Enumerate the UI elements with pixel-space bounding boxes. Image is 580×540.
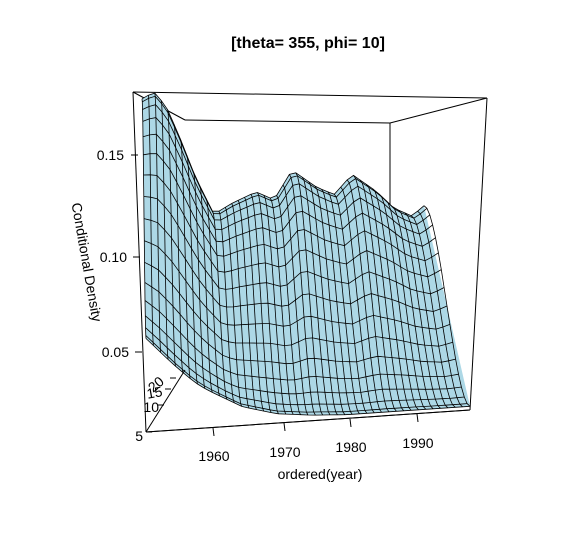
x-axis-title: ordered(year) — [278, 466, 363, 482]
z-tick-label: 0.05 — [102, 344, 129, 360]
surface-mesh-line — [145, 338, 471, 416]
surface-mesh-line — [143, 174, 442, 278]
x-tick-label: 1980 — [335, 439, 366, 455]
x-axis: 1960 1970 1980 1990 ordered(year) — [145, 409, 471, 482]
z-axis: 0.15 0.10 0.05 Conditional Density — [69, 147, 142, 360]
z-tick-label: 0.15 — [97, 147, 124, 163]
bounding-box — [132, 91, 488, 433]
surface-mesh-line — [144, 240, 451, 330]
density-surface — [141, 92, 471, 416]
surface-mesh-line — [145, 315, 462, 395]
z-tick-label: 0.10 — [100, 249, 127, 265]
surface-mesh-line — [143, 196, 445, 295]
surface-mesh-line — [141, 92, 425, 217]
surface-mesh-line — [143, 153, 439, 262]
surface-mesh-line — [145, 335, 468, 413]
surface-mesh-line — [142, 95, 428, 219]
surface-mesh-line — [142, 133, 436, 247]
y-axis: 5 10 15 20 — [135, 369, 186, 444]
y-tick-label: 10 — [143, 399, 159, 415]
surface-mesh-line — [142, 104, 431, 225]
y-tick-label: 5 — [135, 428, 143, 444]
surface-mesh-line — [144, 300, 459, 381]
surface-mesh-line — [143, 218, 448, 312]
surface-mesh-line — [145, 327, 465, 406]
chart-title: [theta= 355, phi= 10] — [231, 35, 385, 52]
surface-mesh-line — [144, 261, 453, 347]
x-tick-label: 1990 — [402, 435, 433, 451]
surface-mesh-line — [142, 117, 433, 235]
x-tick-label: 1970 — [269, 444, 300, 460]
x-tick-label: 1960 — [198, 448, 229, 464]
surface-mesh-line — [144, 282, 456, 365]
y-tick-label: 15 — [145, 383, 163, 401]
